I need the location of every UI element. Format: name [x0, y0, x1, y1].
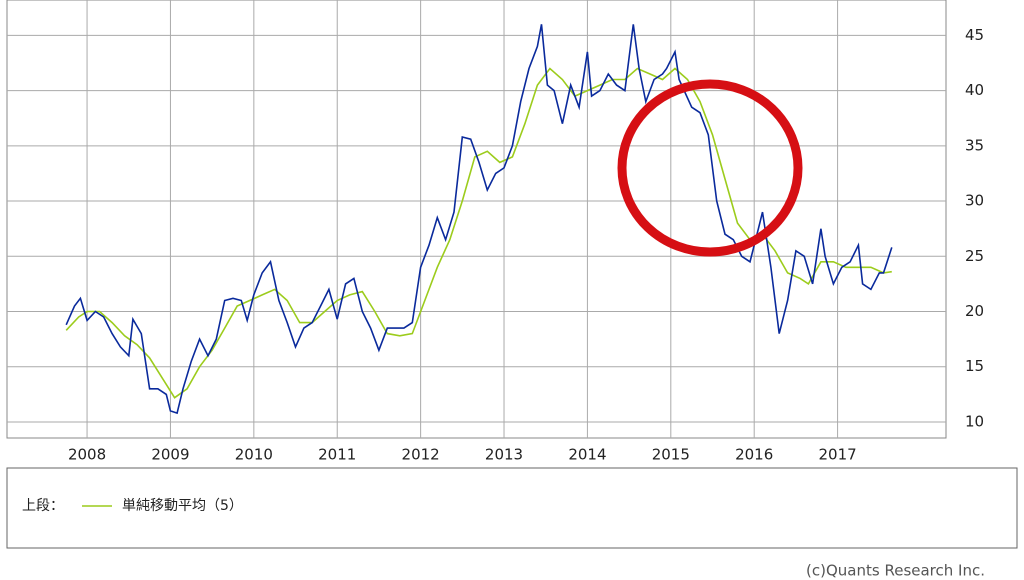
y-tick-label: 15: [965, 357, 984, 375]
y-tick-label: 35: [965, 136, 984, 154]
legend: 上段： 単純移動平均（5）: [22, 498, 243, 514]
legend-title: 上段：: [22, 498, 64, 514]
x-tick-label: 2008: [68, 446, 106, 464]
x-tick-label: 2014: [568, 446, 606, 464]
x-tick-label: 2016: [735, 446, 773, 464]
x-tick-label: 2009: [151, 446, 189, 464]
legend-box: [6, 467, 1018, 549]
x-tick-label: 2015: [652, 446, 690, 464]
y-tick-label: 10: [965, 412, 984, 430]
x-tick-label: 2011: [318, 446, 356, 464]
x-tick-label: 2017: [818, 446, 856, 464]
x-tick-label: 2012: [402, 446, 440, 464]
y-tick-label: 45: [965, 26, 984, 44]
grid: [7, 0, 946, 438]
plot-frame: [6, 0, 947, 439]
y-tick-label: 25: [965, 247, 984, 265]
x-tick-label: 2013: [485, 446, 523, 464]
legend-label: 単純移動平均（5）: [122, 498, 243, 514]
y-tick-label: 30: [965, 192, 984, 210]
x-tick-label: 2010: [235, 446, 273, 464]
highlight-circle: [617, 79, 803, 257]
y-tick-label: 20: [965, 302, 984, 320]
series-line: [65, 24, 893, 415]
copyright: (c)Quants Research Inc.: [806, 562, 985, 580]
y-tick-label: 40: [965, 81, 984, 99]
lines: [65, 24, 893, 415]
